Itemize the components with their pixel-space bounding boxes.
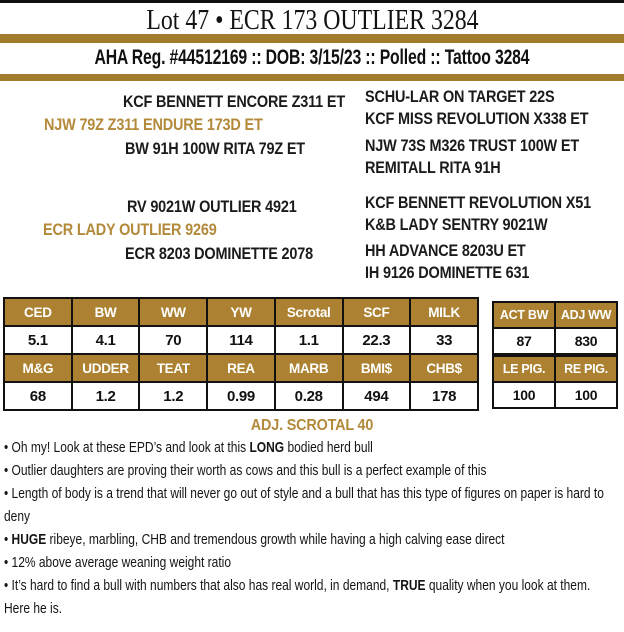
top-divider: [0, 0, 624, 3]
epd-header-cell: CED: [3, 297, 73, 327]
epd-value-cell: 22.3: [341, 325, 412, 355]
note-text-bold: HUGE: [11, 531, 47, 548]
epd-header-row-2: M&G UDDER TEAT REA MARB BMI$ CHB$: [3, 353, 479, 383]
note-text: bodied herd bull: [284, 439, 373, 456]
epd-value-cell: 494: [341, 381, 412, 411]
note-bullet: • Length of body is a trend that will ne…: [4, 482, 612, 528]
lot-title-row: Lot 47 • ECR 173 OUTLIER 3284: [0, 5, 624, 37]
epd-value-cell: 1.1: [273, 325, 344, 355]
epd-header-cell: MARB: [273, 353, 344, 383]
gold-divider-top: [0, 34, 624, 43]
weights-value-cell: 87: [492, 327, 556, 356]
adj-scrotal-row: ADJ. SCROTAL 40: [0, 417, 624, 435]
pedigree-sire-sire-dam: KCF MISS REVOLUTION X338 ET: [365, 109, 589, 128]
epd-value-cell: 1.2: [138, 381, 209, 411]
weights-header-row-1: ACT BW ADJ WW: [492, 301, 618, 329]
pedigree-sire-name: NJW 79Z Z311 ENDURE 173D ET: [44, 115, 263, 134]
weights-header-cell: ACT BW: [492, 301, 556, 329]
epd-header-cell: BMI$: [341, 353, 412, 383]
note-text: ribeye, marbling, CHB and tremendous gro…: [46, 531, 505, 548]
epd-header-cell: WW: [138, 297, 209, 327]
epd-header-cell: TEAT: [138, 353, 209, 383]
epd-table: CED BW WW YW Scrotal SCF MILK 5.1 4.1 70…: [3, 297, 479, 411]
epd-header-cell: UDDER: [70, 353, 141, 383]
weights-table: ACT BW ADJ WW 87 830 LE PIG. RE PIG. 100…: [492, 301, 618, 409]
pedigree-dam-name: ECR LADY OUTLIER 9269: [43, 220, 217, 239]
note-bullet: • HUGE ribeye, marbling, CHB and tremend…: [4, 528, 612, 551]
pedigree-sire-dam: BW 91H 100W RITA 79Z ET: [125, 139, 305, 158]
weights-header-cell: RE PIG.: [554, 353, 618, 383]
pedigree-dam-sire-dam: K&B LADY SENTRY 9021W: [365, 215, 548, 234]
note-bullet: • 12% above average weaning weight ratio: [4, 551, 612, 574]
pedigree-dam-dam: ECR 8203 DOMINETTE 2078: [125, 244, 314, 263]
note-bullet: • It’s hard to find a bull with numbers …: [4, 574, 612, 620]
note-bullet: • Outlier daughters are proving their wo…: [4, 459, 612, 482]
epd-value-row-1: 5.1 4.1 70 114 1.1 22.3 33: [3, 325, 479, 355]
weights-value-cell: 100: [492, 381, 556, 409]
epd-header-cell: YW: [206, 297, 276, 327]
registration-bar: AHA Reg. #44512169 :: DOB: 3/15/23 :: Po…: [0, 46, 624, 70]
pedigree-dam-dam-sire: HH ADVANCE 8203U ET: [365, 241, 526, 260]
epd-value-cell: 114: [206, 325, 276, 355]
note-text: • Oh my! Look at these EPD’s and look at…: [4, 439, 250, 456]
epd-value-cell: 0.28: [273, 381, 344, 411]
epd-header-cell: Scrotal: [273, 297, 344, 327]
epd-value-cell: 0.99: [206, 381, 276, 411]
epd-value-cell: 4.1: [70, 325, 141, 355]
pedigree-dam-sire: RV 9021W OUTLIER 4921: [127, 197, 297, 216]
epd-value-row-2: 68 1.2 1.2 0.99 0.28 494 178: [3, 381, 479, 411]
note-text-bold: TRUE: [392, 577, 426, 594]
epd-header-cell: CHB$: [409, 353, 479, 383]
registration-text: AHA Reg. #44512169 :: DOB: 3/15/23 :: Po…: [94, 46, 530, 69]
note-text: • 12% above average weaning weight ratio: [4, 554, 232, 571]
epd-value-cell: 33: [409, 325, 479, 355]
weights-header-row-2: LE PIG. RE PIG.: [492, 353, 618, 383]
note-bullet: • Oh my! Look at these EPD’s and look at…: [4, 436, 612, 459]
epd-header-cell: MILK: [409, 297, 479, 327]
epd-header-cell: SCF: [341, 297, 412, 327]
adj-scrotal-text: ADJ. SCROTAL 40: [250, 417, 374, 434]
lot-title: Lot 47 • ECR 173 OUTLIER 3284: [145, 5, 479, 36]
weights-header-cell: ADJ WW: [554, 301, 618, 329]
epd-header-cell: REA: [206, 353, 276, 383]
note-text: • It’s hard to find a bull with numbers …: [4, 577, 393, 594]
pedigree-sire-dam-sire: NJW 73S M326 TRUST 100W ET: [365, 136, 580, 155]
weights-value-cell: 830: [554, 327, 618, 356]
weights-header-cell: LE PIG.: [492, 353, 556, 383]
gold-divider-bottom: [0, 74, 624, 81]
weights-value-cell: 100: [554, 381, 618, 409]
note-text: • Outlier daughters are proving their wo…: [4, 462, 487, 479]
weights-value-row-2: 100 100: [492, 381, 618, 409]
pedigree-sire-sire-sire: SCHU-LAR ON TARGET 22S: [365, 87, 555, 106]
pedigree-sire-sire: KCF BENNETT ENCORE Z311 ET: [123, 92, 346, 111]
pedigree-sire-dam-dam: REMITALL RITA 91H: [365, 158, 501, 177]
epd-value-cell: 5.1: [3, 325, 73, 355]
note-text: • Length of body is a trend that will ne…: [4, 485, 604, 525]
epd-header-cell: M&G: [3, 353, 73, 383]
epd-value-cell: 68: [3, 381, 73, 411]
note-text-bold: LONG: [249, 439, 285, 456]
note-text: •: [4, 531, 12, 548]
epd-value-cell: 70: [138, 325, 209, 355]
pedigree: KCF BENNETT ENCORE Z311 ET NJW 79Z Z311 …: [0, 0, 624, 295]
weights-value-row-1: 87 830: [492, 327, 618, 356]
pedigree-dam-dam-dam: IH 9126 DOMINETTE 631: [365, 263, 530, 282]
epd-value-cell: 178: [409, 381, 479, 411]
epd-value-cell: 1.2: [70, 381, 141, 411]
note-text: quality when you look at them. Here he i…: [4, 577, 591, 617]
notes-list: • Oh my! Look at these EPD’s and look at…: [4, 436, 612, 620]
pedigree-dam-sire-sire: KCF BENNETT REVOLUTION X51: [365, 193, 592, 212]
epd-header-row-1: CED BW WW YW Scrotal SCF MILK: [3, 297, 479, 327]
epd-header-cell: BW: [70, 297, 141, 327]
